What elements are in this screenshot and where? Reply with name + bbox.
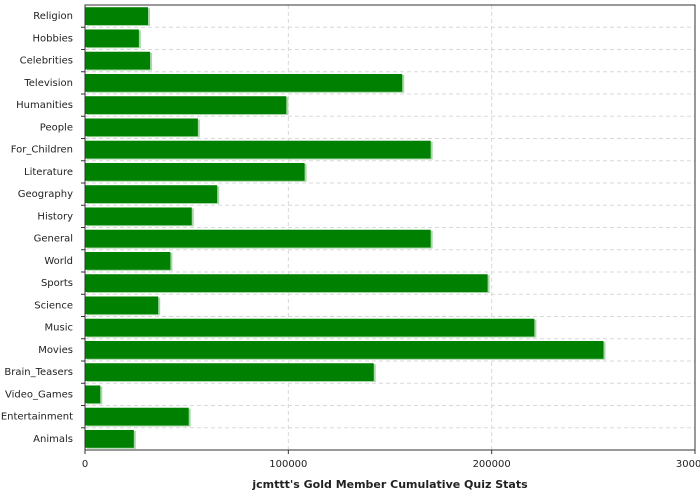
bar [85, 207, 192, 226]
y-tick-label: General [34, 234, 73, 245]
bar [85, 229, 431, 248]
x-tick-label: 100000 [269, 459, 307, 470]
bar [85, 385, 101, 404]
y-tick-label: People [40, 122, 73, 133]
bar [85, 340, 604, 359]
y-tick-label: Television [23, 78, 73, 89]
y-tick-label: Geography [18, 189, 73, 200]
bar [85, 7, 149, 26]
bar [85, 162, 305, 181]
y-tick-label: Music [45, 323, 73, 334]
y-tick-label: Religion [33, 11, 73, 22]
bar [85, 407, 189, 426]
y-tick-label: Humanities [16, 100, 73, 111]
x-tick-label: 300000 [676, 459, 700, 470]
y-tick-label: Science [34, 300, 73, 311]
y-tick-label: Sports [41, 278, 73, 289]
x-tick-label: 200000 [473, 459, 511, 470]
bar [85, 118, 198, 137]
y-tick-label: Video_Games [5, 389, 73, 400]
y-tick-label: Entertainment [1, 412, 73, 423]
y-tick-label: Brain_Teasers [4, 367, 73, 378]
bar [85, 29, 139, 48]
bar [85, 251, 171, 270]
bar [85, 296, 159, 315]
bar [85, 429, 134, 448]
bar [85, 140, 431, 159]
y-tick-label: For_Children [11, 145, 73, 156]
y-tick-label: History [37, 211, 73, 222]
y-tick-label: Hobbies [33, 33, 73, 44]
y-tick-label: Animals [33, 434, 73, 445]
bar [85, 274, 488, 293]
y-tick-label: World [44, 256, 73, 267]
bar [85, 185, 218, 204]
y-tick-label: Movies [38, 345, 73, 356]
y-tick-label: Literature [24, 167, 73, 178]
x-tick-label: 0 [82, 459, 88, 470]
bar [85, 73, 403, 92]
bar [85, 96, 287, 115]
chart-title: jcmttt's Gold Member Cumulative Quiz Sta… [251, 478, 528, 491]
bar [85, 318, 535, 337]
bar [85, 363, 374, 382]
y-tick-label: Celebrities [20, 56, 73, 67]
bar [85, 51, 151, 70]
plot-frame [84, 4, 696, 451]
